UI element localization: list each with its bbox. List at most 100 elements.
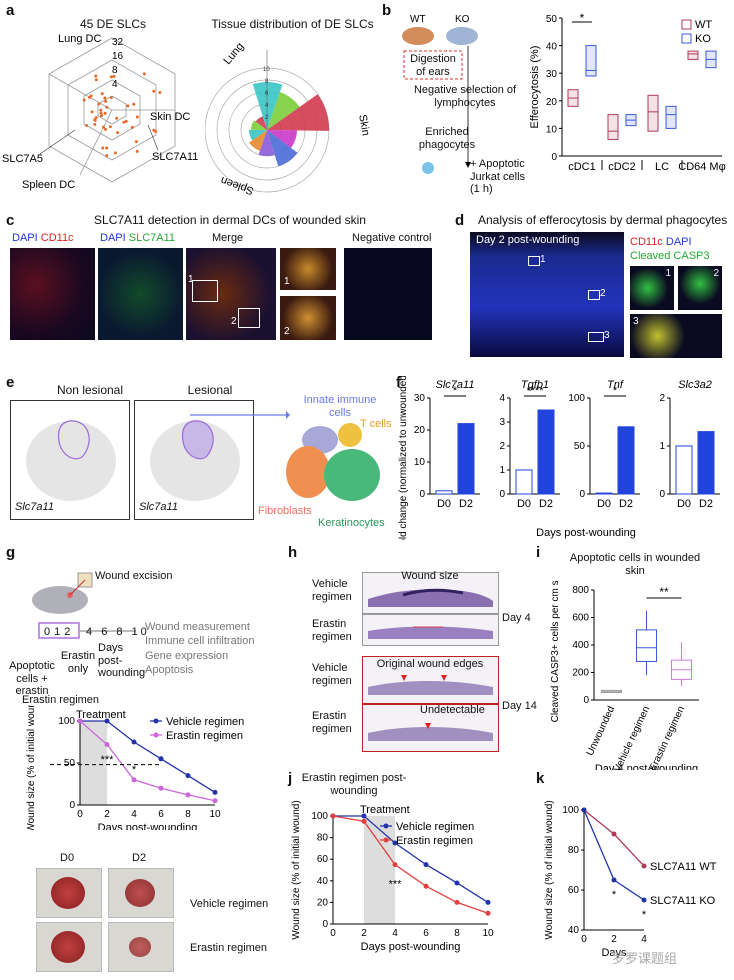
h-histology-erastin-d14 — [362, 704, 499, 752]
x-tick-label: 8 — [185, 809, 191, 820]
b-y-tick-label: 0 — [551, 152, 557, 163]
efferocytosis-boxplot: 0 10 20 30 40 50 Efferocytosis (%) cDC1 cDC2 LC CD… — [529, 11, 726, 173]
y-tick-label: 0 — [69, 800, 75, 811]
radar-point — [99, 108, 103, 112]
e-arrow — [190, 411, 290, 419]
radar-point — [103, 96, 107, 100]
f-y-tick-label: 0 — [499, 489, 505, 500]
series-point — [77, 718, 83, 724]
j-line-chart: Treatment 0 20 40 60 80 100 0 2 4 6 8 10 Days post-wo… — [291, 800, 494, 953]
y-tick-label: 20 — [317, 897, 329, 908]
micrograph-inset-1: 1 — [280, 248, 336, 290]
series-line — [332, 815, 489, 914]
series-point — [185, 773, 191, 779]
b-sig: * — [580, 11, 585, 25]
b-y-tick-label: 40 — [546, 42, 558, 53]
f-bar — [457, 423, 475, 495]
series-point — [454, 880, 460, 886]
radar-point — [135, 115, 139, 119]
radar-tick-4: 4 — [112, 79, 118, 90]
y-label: Wound size (% of initial wound) — [544, 800, 555, 939]
panel-label-d: d — [455, 212, 465, 229]
h-histology-vehicle-d4 — [362, 572, 499, 614]
rose-petal — [251, 120, 267, 130]
workflow-step-digestion: Digestion of ears — [410, 53, 456, 78]
panel-d-title: Analysis of efferocytosis by dermal phag… — [478, 213, 728, 227]
series-point — [330, 813, 336, 819]
radar-point — [90, 110, 94, 114]
radar-axis-skin: Skin DC — [150, 111, 190, 123]
series-point — [212, 798, 218, 804]
e-cluster-innate: Innate immune cells — [303, 394, 377, 419]
b-legend-label: WT — [695, 19, 712, 31]
i-cat-label: Unwounded — [585, 705, 618, 758]
radar-point — [152, 89, 156, 93]
b-y-tick-label: 50 — [546, 14, 558, 25]
treatment-shade — [364, 816, 395, 924]
radar-point — [116, 131, 120, 135]
rose-label-lung: Lung — [221, 41, 246, 67]
rose-petal — [249, 130, 267, 151]
k-line-chart: 40 60 80 100 0 2 4 Days Wound size (% of initial… — [544, 800, 717, 959]
x-label: Days post-wounding — [361, 941, 461, 953]
f-y-tick-label: 1 — [659, 441, 665, 452]
x-tick-label: 0 — [581, 934, 587, 945]
i-y-tick-label: 200 — [572, 668, 589, 679]
end-label: SLC7A11 KO — [650, 895, 716, 907]
h-day4-label: Day 4 — [502, 612, 531, 624]
f-sig: * — [613, 385, 618, 397]
wt-label: WT — [410, 14, 426, 25]
x-tick-label: 4 — [641, 934, 647, 945]
rose-petal — [267, 92, 300, 130]
d-inset-2: 2 — [678, 266, 722, 310]
y-tick-label: 100 — [58, 716, 75, 727]
rose-petal — [258, 130, 275, 156]
i-title: Apoptotic cells in wounded skin — [569, 552, 701, 577]
radar-point — [109, 95, 113, 99]
merge-inset-2-marker: 2 — [231, 316, 237, 327]
f-x-label: Days post-wounding — [536, 527, 636, 539]
e-cluster-fibroblasts: Fibroblasts — [258, 505, 312, 517]
x-tick-label: 10 — [482, 928, 494, 939]
radar-point — [93, 118, 97, 122]
radar-tick-16: 16 — [112, 51, 124, 62]
b-y-tick-label: 30 — [546, 69, 558, 80]
ko-label: KO — [455, 14, 470, 25]
x-tick-label: 0 — [77, 809, 83, 820]
f-y-tick-label: 0 — [419, 489, 425, 500]
y-tick-label: 40 — [568, 925, 580, 936]
y-tick-label: 80 — [568, 845, 580, 856]
y-tick-label: 80 — [317, 833, 329, 844]
f-cat-label: D0 — [437, 498, 451, 510]
c-merge-label: Merge — [212, 232, 244, 244]
y-tick-label: 100 — [562, 805, 579, 816]
f-y-tick-label: 100 — [568, 393, 585, 404]
h-row-vehicle-d14: Vehicle regimen — [312, 662, 352, 687]
sig-marker: * — [612, 889, 617, 901]
series-line — [79, 720, 216, 802]
sig-marker: * — [132, 764, 137, 776]
y-tick-label: 100 — [311, 811, 328, 822]
radar-point — [94, 116, 98, 120]
radar-point — [130, 125, 134, 129]
x-tick-label: 0 — [330, 928, 336, 939]
rose-petal — [252, 82, 283, 130]
y-tick-label: 60 — [317, 854, 329, 865]
panel-label-b: b — [382, 2, 392, 19]
radar-point — [124, 119, 128, 123]
f-cat-label: D0 — [517, 498, 531, 510]
panel-label-k: k — [536, 770, 545, 787]
rose-tick-2: 2 — [265, 115, 269, 121]
panel-label-e: e — [6, 374, 15, 391]
i-x-label: Day 4 post-wounding — [595, 763, 698, 770]
radar-point — [158, 91, 162, 95]
y-tick-label: 50 — [64, 758, 76, 769]
sig-marker: *** — [389, 878, 403, 890]
series-point — [485, 910, 491, 916]
i-y-tick-label: 0 — [583, 695, 589, 706]
panel-label-g: g — [6, 544, 16, 561]
g-wound-excision: Wound excision — [95, 570, 173, 582]
series-line — [333, 815, 489, 903]
legend-label: Vehicle regimen — [166, 716, 244, 728]
photo-vehicle-d0 — [36, 868, 102, 918]
